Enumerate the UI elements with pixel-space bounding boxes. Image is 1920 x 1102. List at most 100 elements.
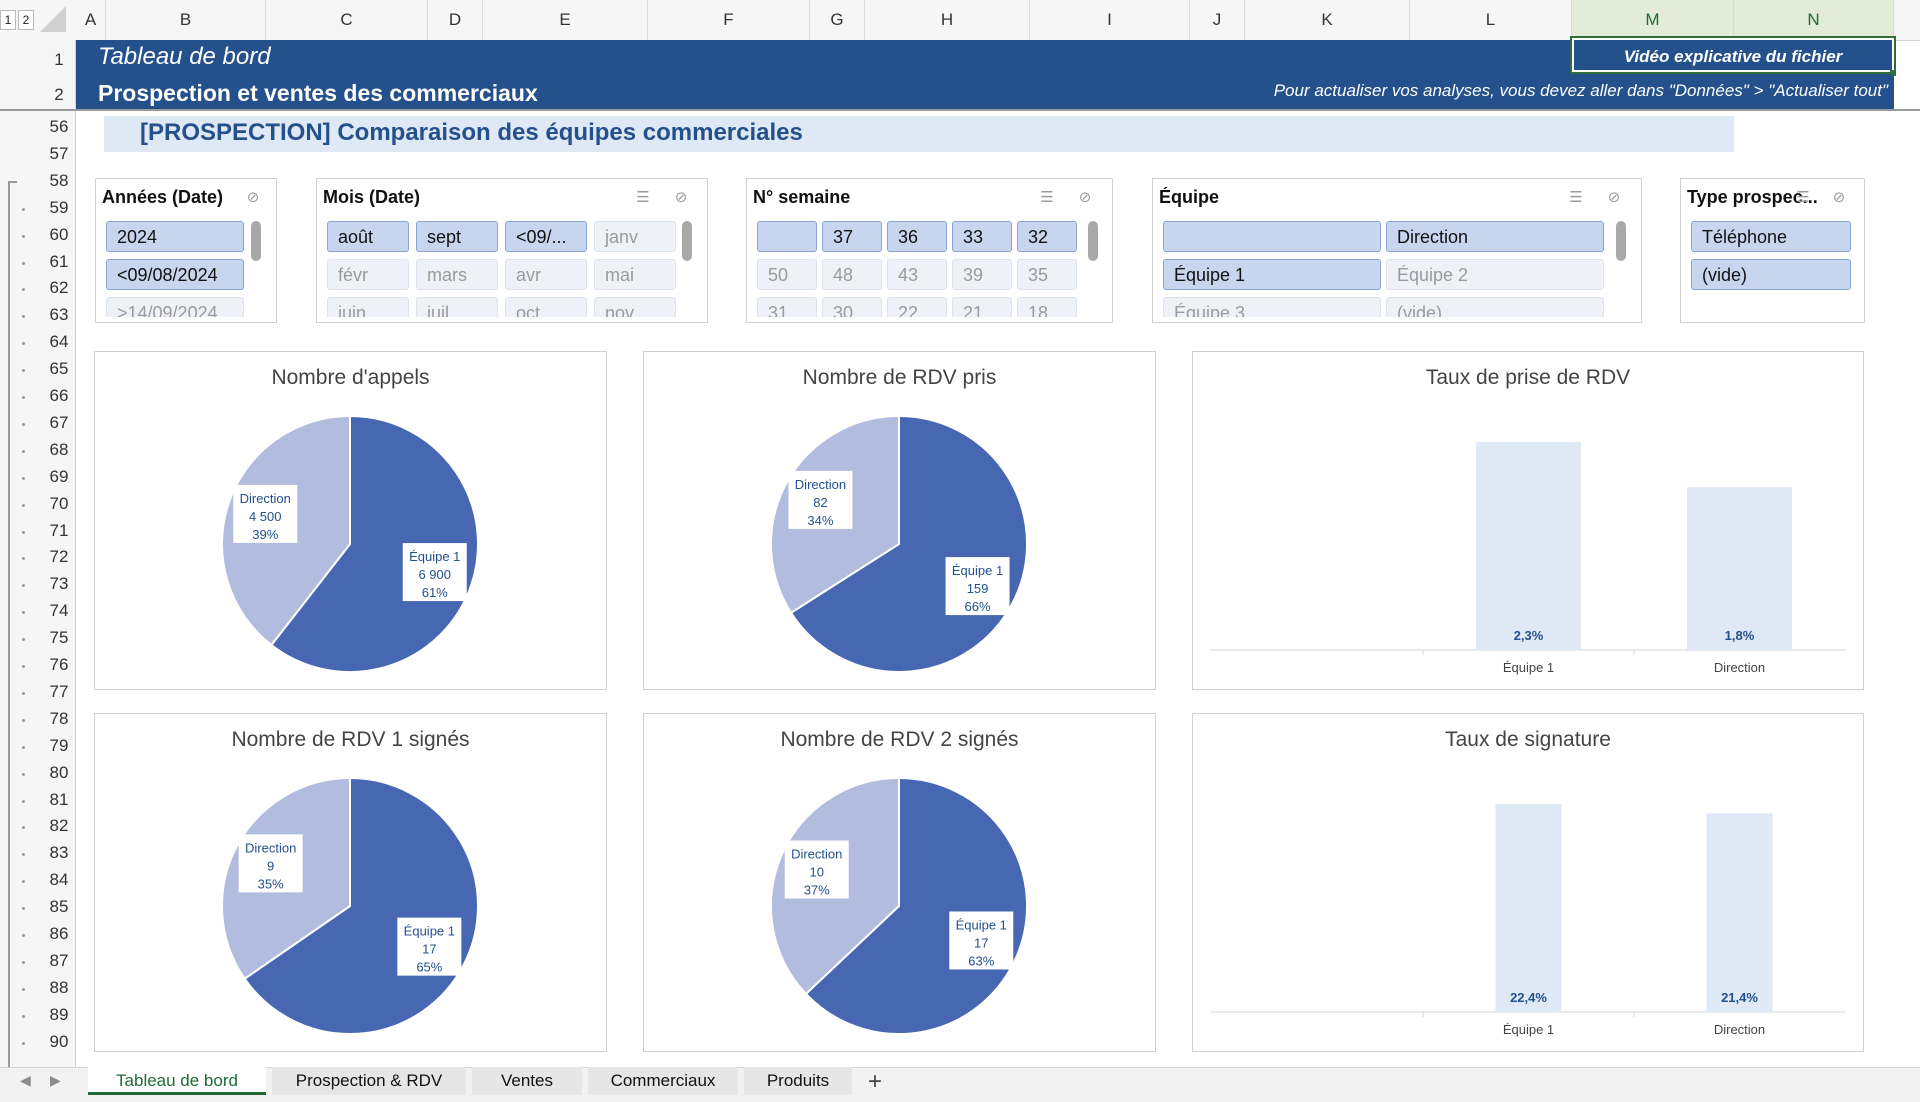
- prev-sheet-icon[interactable]: ◀: [20, 1072, 31, 1088]
- slicer-item[interactable]: 36: [887, 221, 947, 252]
- row-number[interactable]: 66: [49, 386, 69, 405]
- row-number[interactable]: 73: [49, 574, 69, 594]
- col-header-n[interactable]: N: [1734, 0, 1894, 40]
- slicer-item[interactable]: (vide): [1386, 297, 1604, 317]
- col-header-f[interactable]: F: [648, 0, 810, 40]
- row-number[interactable]: 60: [49, 224, 69, 244]
- clear-filter-icon[interactable]: ⊘: [246, 189, 260, 206]
- slicer-type-prospection[interactable]: Type prospec... ☰ ⊘ Téléphone (vide): [1680, 178, 1865, 323]
- next-sheet-icon[interactable]: ▶: [50, 1072, 61, 1088]
- multi-select-icon[interactable]: ☰: [1040, 189, 1054, 206]
- slicer-item[interactable]: avr: [505, 259, 587, 290]
- chart-rdv2-signes[interactable]: Nombre de RDV 2 signés Équipe 1 17 63% Dire…: [643, 713, 1156, 1052]
- row-number[interactable]: 64: [49, 332, 69, 352]
- col-header-e[interactable]: E: [483, 0, 648, 40]
- slicer-item[interactable]: 21: [952, 297, 1012, 317]
- slicer-item[interactable]: juin: [327, 297, 409, 317]
- multi-select-icon[interactable]: ☰: [636, 189, 650, 206]
- row-number[interactable]: 56: [49, 117, 69, 136]
- slicer-item[interactable]: mai: [594, 259, 676, 290]
- fill-handle[interactable]: [1890, 70, 1896, 76]
- slicer-item[interactable]: 2024: [106, 221, 244, 252]
- slicer-item[interactable]: nov: [594, 297, 676, 317]
- slicer-semaine[interactable]: N° semaine ☰ ⊘ 37 36 33 32 50 48 43 39 3…: [746, 178, 1113, 323]
- slicer-equipe[interactable]: Équipe ☰ ⊘ Direction Équipe 1 Équipe 2 É…: [1152, 178, 1642, 323]
- col-header-d[interactable]: D: [428, 0, 483, 40]
- row-number[interactable]: 74: [49, 601, 69, 621]
- col-header-h[interactable]: H: [865, 0, 1030, 40]
- slicer-item[interactable]: 48: [822, 259, 882, 290]
- col-header-b[interactable]: B: [106, 0, 266, 40]
- bar[interactable]: [1706, 813, 1773, 1012]
- slicer-item[interactable]: août: [327, 221, 409, 252]
- clear-filter-icon[interactable]: ⊘: [1832, 189, 1846, 206]
- slicer-item[interactable]: juil: [416, 297, 498, 317]
- slicer-item[interactable]: janv: [594, 221, 676, 252]
- col-header-k[interactable]: K: [1245, 0, 1410, 40]
- multi-select-icon[interactable]: ☰: [1569, 189, 1583, 206]
- row-number[interactable]: 63: [49, 305, 69, 325]
- chart-taux-prise-rdv[interactable]: Taux de prise de RDV 2,3% Équipe 1 1,8% Dir…: [1192, 351, 1864, 690]
- outline-level-2-button[interactable]: 2: [18, 10, 34, 30]
- row-number[interactable]: 86: [49, 924, 69, 943]
- slicer-item[interactable]: <09/08/2024: [106, 259, 244, 290]
- chart-nombre-rdv-pris[interactable]: Nombre de RDV pris Équipe 1 159 66% Directi…: [643, 351, 1156, 690]
- tab-ventes[interactable]: Ventes: [472, 1067, 582, 1095]
- slicer-scrollbar[interactable]: [251, 221, 261, 261]
- col-header-a[interactable]: A: [76, 0, 106, 40]
- slicer-scrollbar[interactable]: [1616, 221, 1626, 261]
- slicer-scrollbar[interactable]: [1088, 221, 1098, 261]
- slicer-item[interactable]: Téléphone: [1691, 221, 1851, 252]
- row-number[interactable]: 67: [49, 412, 69, 432]
- row-number[interactable]: 59: [49, 197, 69, 217]
- chart-nombre-appels[interactable]: Nombre d'appels Équipe 1 6 900 61% Directio…: [94, 351, 607, 690]
- chart-rdv1-signes[interactable]: Nombre de RDV 1 signés Équipe 1 17 65% Dire…: [94, 713, 607, 1052]
- tab-produits[interactable]: Produits: [744, 1067, 852, 1095]
- row-number[interactable]: 77: [49, 681, 69, 701]
- multi-select-icon[interactable]: ☰: [1796, 189, 1810, 206]
- row-number[interactable]: 2: [54, 85, 64, 104]
- select-all-corner[interactable]: [40, 6, 66, 32]
- slicer-item[interactable]: Équipe 1: [1163, 259, 1381, 290]
- row-number[interactable]: 62: [49, 278, 69, 298]
- row-number[interactable]: 83: [49, 843, 69, 863]
- slicer-mois[interactable]: Mois (Date) ☰ ⊘ août sept <09/... janv f…: [316, 178, 708, 323]
- slicer-item[interactable]: [1163, 221, 1381, 252]
- slicer-item[interactable]: 30: [822, 297, 882, 317]
- row-number[interactable]: 58: [49, 170, 69, 190]
- slicer-item[interactable]: oct: [505, 297, 587, 317]
- row-number[interactable]: 90: [49, 1031, 69, 1051]
- pie-slice[interactable]: [269, 414, 479, 673]
- clear-filter-icon[interactable]: ⊘: [1078, 189, 1092, 206]
- row-number[interactable]: 71: [49, 520, 69, 540]
- bar[interactable]: [1476, 442, 1581, 650]
- col-header-j[interactable]: J: [1190, 0, 1245, 40]
- row-number[interactable]: 81: [49, 789, 69, 809]
- slicer-item[interactable]: 35: [1017, 259, 1077, 290]
- slicer-item[interactable]: 50: [757, 259, 817, 290]
- row-number[interactable]: 79: [49, 735, 69, 755]
- slicer-scrollbar[interactable]: [682, 221, 692, 261]
- slicer-item[interactable]: >14/09/2024: [106, 297, 244, 317]
- tab-tableau-de-bord[interactable]: Tableau de bord: [88, 1067, 266, 1095]
- row-number[interactable]: 89: [49, 1004, 69, 1024]
- row-number[interactable]: 85: [49, 897, 69, 917]
- clear-filter-icon[interactable]: ⊘: [1607, 189, 1621, 206]
- row-number[interactable]: 80: [49, 762, 69, 782]
- slicer-item[interactable]: [757, 221, 817, 252]
- row-number[interactable]: 76: [49, 655, 69, 674]
- slicer-item[interactable]: Équipe 3: [1163, 297, 1381, 317]
- slicer-item[interactable]: 37: [822, 221, 882, 252]
- row-number[interactable]: 75: [49, 628, 69, 648]
- tab-prospection-rdv[interactable]: Prospection & RDV: [272, 1067, 466, 1095]
- add-sheet-icon[interactable]: +: [868, 1068, 883, 1095]
- slicer-item[interactable]: (vide): [1691, 259, 1851, 290]
- tab-commerciaux[interactable]: Commerciaux: [588, 1067, 738, 1095]
- row-number[interactable]: 84: [49, 870, 69, 890]
- clear-filter-icon[interactable]: ⊘: [674, 189, 688, 206]
- col-header-i[interactable]: I: [1030, 0, 1190, 40]
- row-number[interactable]: 69: [49, 466, 69, 486]
- slicer-item[interactable]: 18: [1017, 297, 1077, 317]
- slicer-item[interactable]: 43: [887, 259, 947, 290]
- bar[interactable]: [1687, 487, 1792, 650]
